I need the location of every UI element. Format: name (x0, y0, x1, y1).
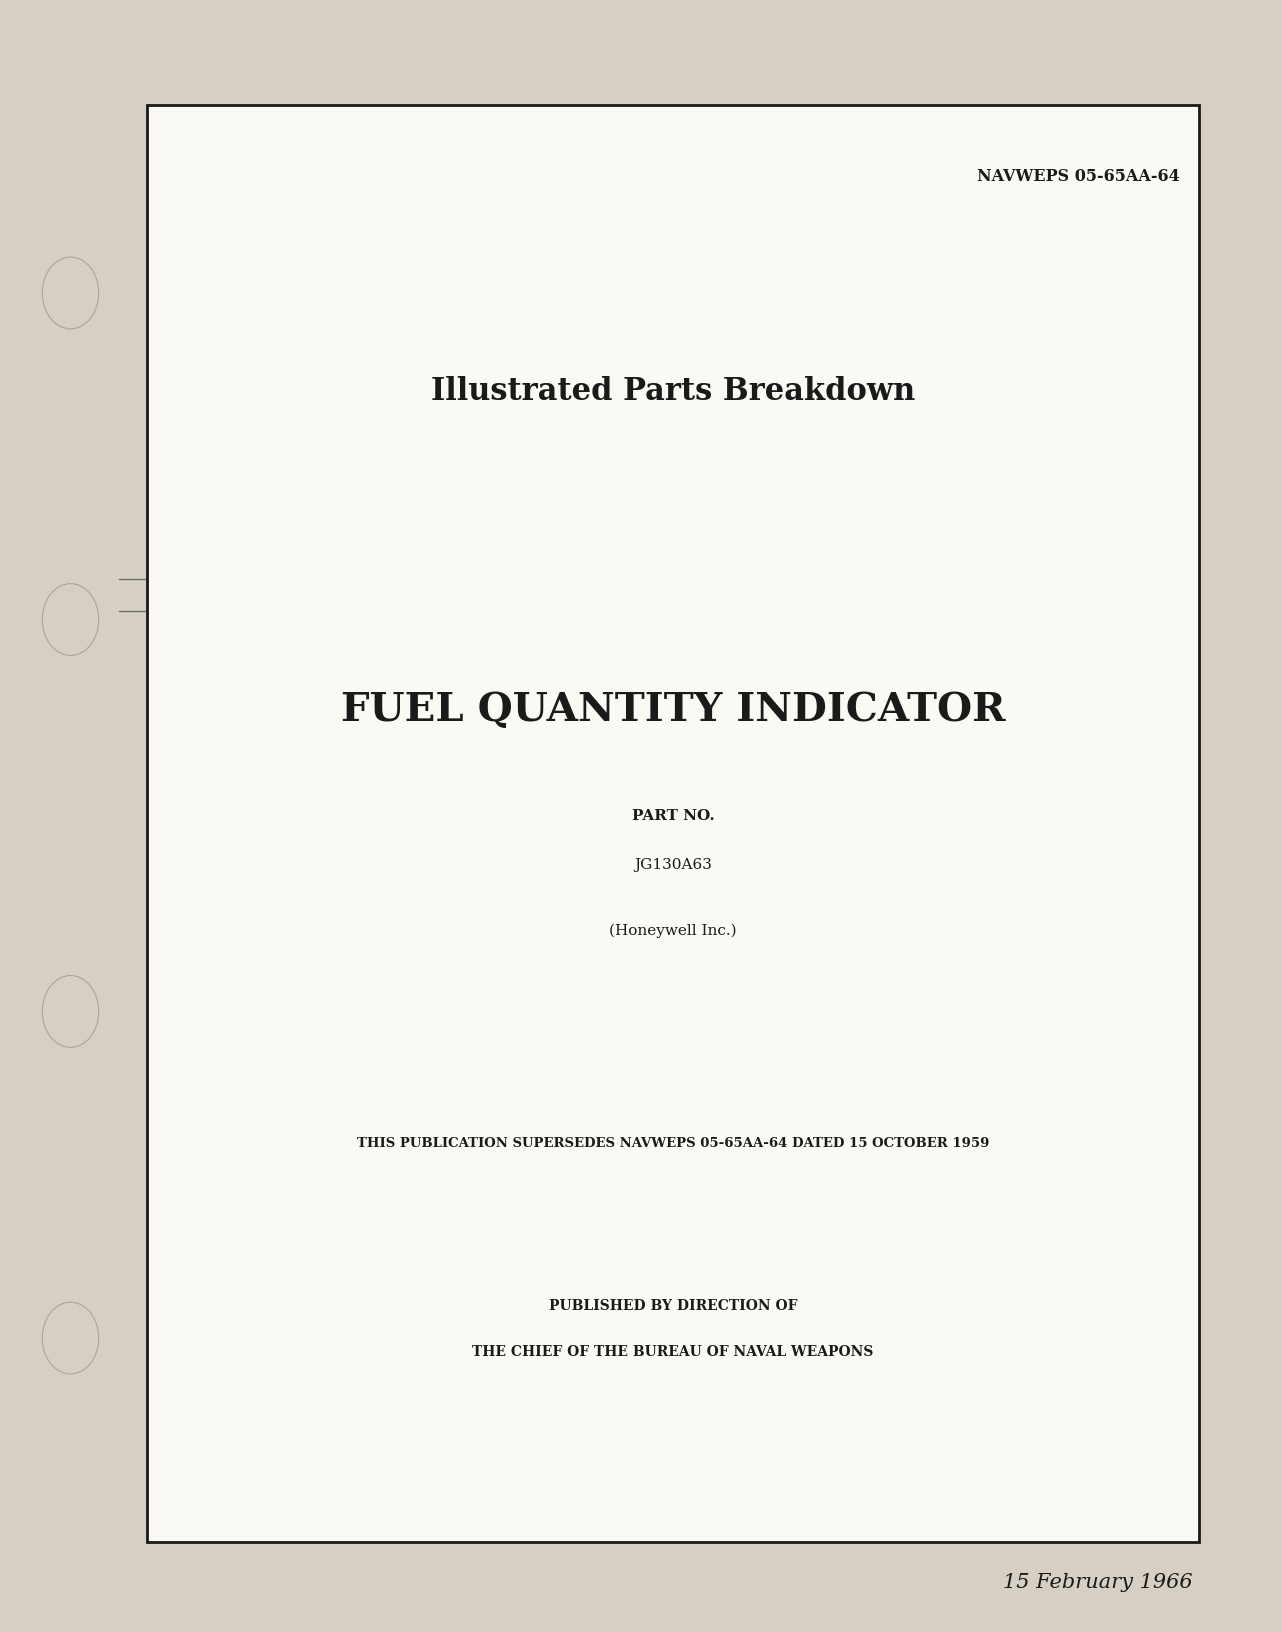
Circle shape (42, 976, 99, 1048)
Text: NAVWEPS 05-65AA-64: NAVWEPS 05-65AA-64 (977, 168, 1179, 184)
Text: THIS PUBLICATION SUPERSEDES NAVWEPS 05-65AA-64 DATED 15 OCTOBER 1959: THIS PUBLICATION SUPERSEDES NAVWEPS 05-6… (356, 1136, 990, 1149)
Circle shape (42, 258, 99, 330)
Text: 15 February 1966: 15 February 1966 (1003, 1572, 1192, 1591)
Text: PUBLISHED BY DIRECTION OF: PUBLISHED BY DIRECTION OF (549, 1299, 797, 1312)
Text: Illustrated Parts Breakdown: Illustrated Parts Breakdown (431, 377, 915, 406)
Text: JG130A63: JG130A63 (635, 858, 712, 871)
FancyBboxPatch shape (147, 106, 1199, 1542)
Circle shape (42, 1302, 99, 1374)
Circle shape (42, 584, 99, 656)
Text: FUEL QUANTITY INDICATOR: FUEL QUANTITY INDICATOR (341, 690, 1005, 730)
Text: THE CHIEF OF THE BUREAU OF NAVAL WEAPONS: THE CHIEF OF THE BUREAU OF NAVAL WEAPONS (472, 1345, 874, 1358)
Text: PART NO.: PART NO. (632, 809, 714, 823)
Text: (Honeywell Inc.): (Honeywell Inc.) (609, 924, 737, 937)
